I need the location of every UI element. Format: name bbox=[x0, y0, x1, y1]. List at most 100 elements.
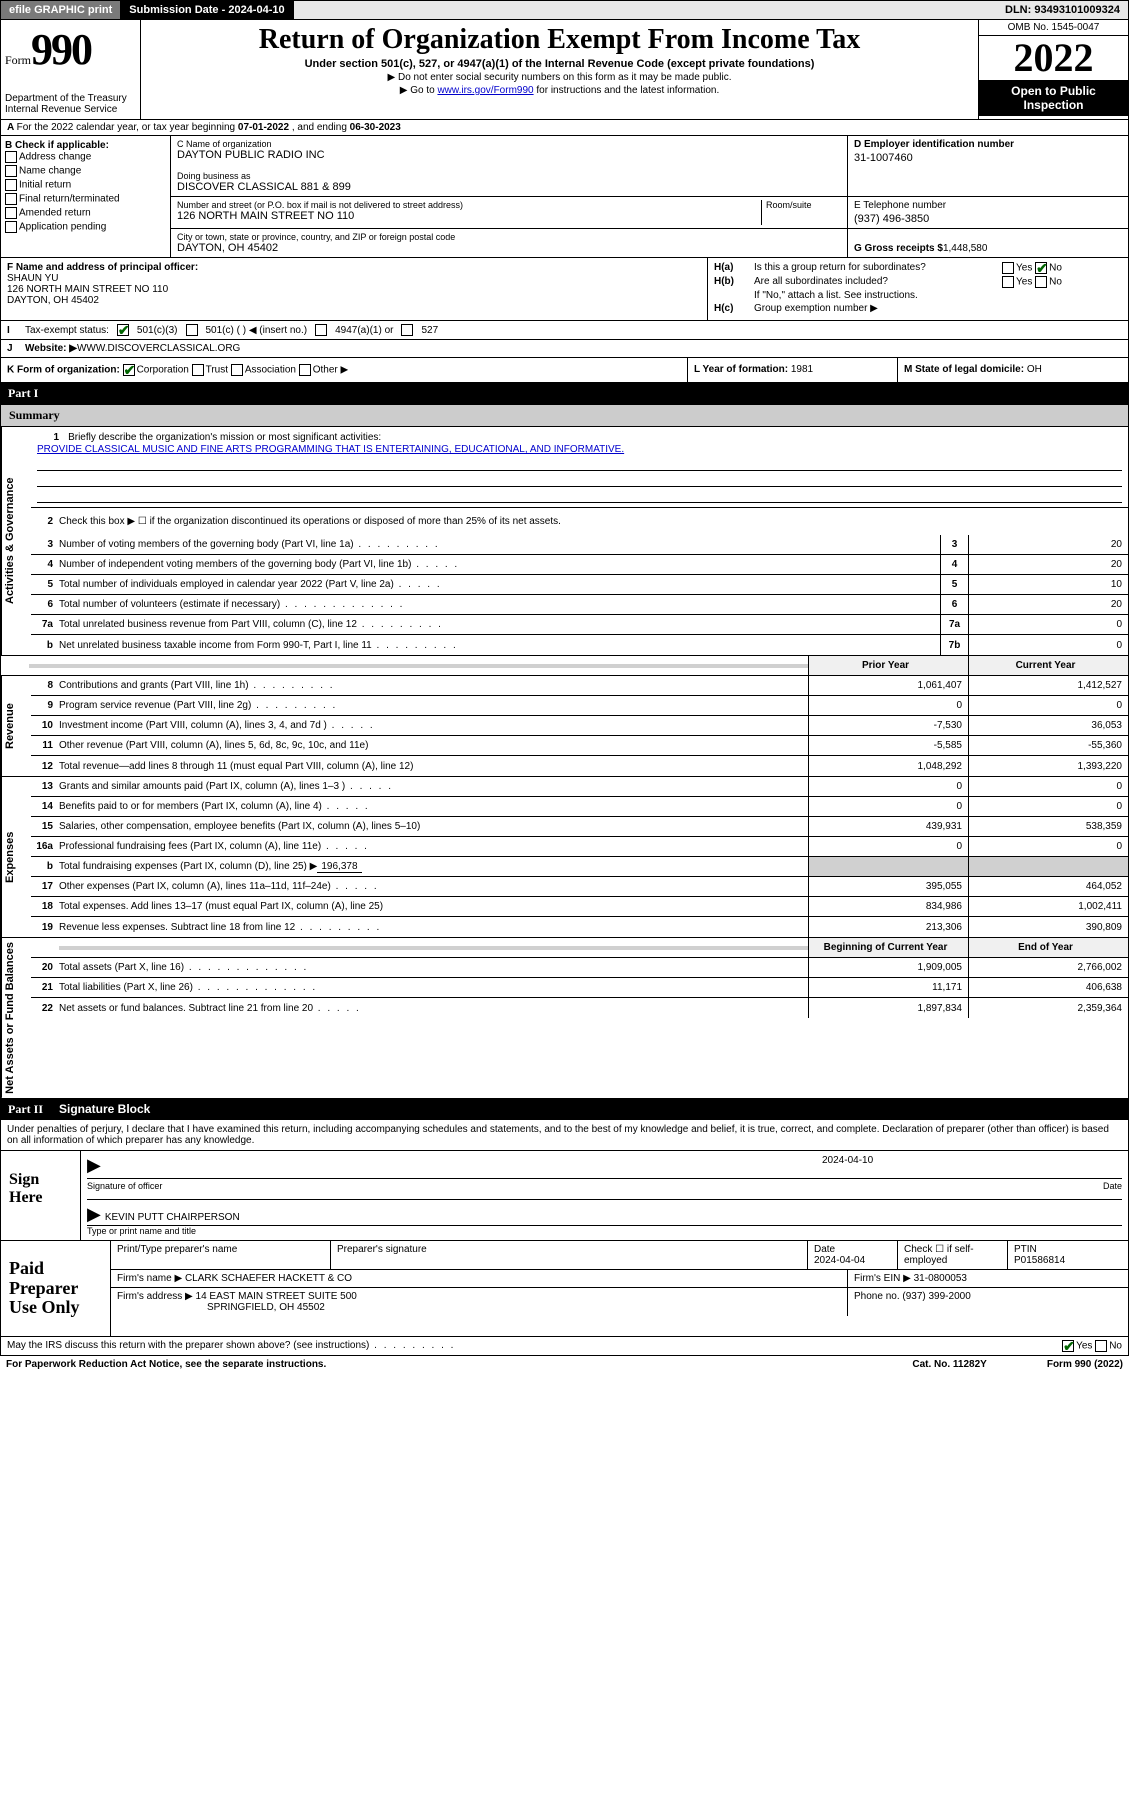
l18-num: 18 bbox=[31, 901, 59, 912]
sign-here-label: Sign Here bbox=[1, 1151, 81, 1240]
bottom-note: For Paperwork Reduction Act Notice, see … bbox=[0, 1356, 1129, 1373]
check-501c3[interactable] bbox=[117, 324, 129, 336]
addr-label: Number and street (or P.O. box if mail i… bbox=[177, 200, 761, 210]
l13-num: 13 bbox=[31, 781, 59, 792]
row-i: I Tax-exempt status: 501(c)(3) 501(c) ( … bbox=[0, 321, 1129, 340]
l16b-num: b bbox=[31, 861, 59, 872]
l6-box: 6 bbox=[940, 595, 968, 614]
section-expenses: Expenses 13Grants and similar amounts pa… bbox=[1, 777, 1128, 938]
submission-label-text: Submission Date - bbox=[129, 4, 228, 16]
check-discuss-no[interactable] bbox=[1095, 1340, 1107, 1352]
check-final[interactable]: Final return/terminated bbox=[5, 193, 166, 205]
declaration-text: Under penalties of perjury, I declare th… bbox=[0, 1120, 1129, 1151]
city-value: DAYTON, OH 45402 bbox=[177, 242, 841, 254]
prep-date-lbl: Date bbox=[814, 1244, 835, 1255]
gross-label: G Gross receipts $ bbox=[854, 243, 943, 254]
ein-value: 31-1007460 bbox=[854, 152, 1122, 164]
l5-box: 5 bbox=[940, 575, 968, 594]
l10-prior: -7,530 bbox=[808, 716, 968, 735]
inspection-badge: Open to Public Inspection bbox=[979, 80, 1128, 116]
l9-num: 9 bbox=[31, 700, 59, 711]
sign-content: ▶ 2024-04-10 Signature of officer Date ▶… bbox=[81, 1151, 1128, 1240]
l3-box: 3 bbox=[940, 535, 968, 554]
l20-end: 2,766,002 bbox=[968, 958, 1128, 977]
ptin-lbl: PTIN bbox=[1014, 1244, 1037, 1255]
opt-4947: 4947(a)(1) or bbox=[335, 325, 393, 336]
pra-notice: For Paperwork Reduction Act Notice, see … bbox=[6, 1359, 912, 1370]
l18-prior: 834,986 bbox=[808, 897, 968, 916]
l14-text: Benefits paid to or for members (Part IX… bbox=[59, 799, 808, 814]
col-l: L Year of formation: 1981 bbox=[688, 358, 898, 382]
vtab-governance: Activities & Governance bbox=[1, 427, 31, 655]
check-discuss-yes[interactable] bbox=[1062, 1340, 1074, 1352]
form-subtitle: Under section 501(c), 527, or 4947(a)(1)… bbox=[145, 58, 974, 70]
check-name[interactable]: Name change bbox=[5, 165, 166, 177]
l15-num: 15 bbox=[31, 821, 59, 832]
l7b-box: 7b bbox=[940, 635, 968, 655]
col-b: B Check if applicable: Address change Na… bbox=[1, 136, 171, 257]
check-initial[interactable]: Initial return bbox=[5, 179, 166, 191]
hc-text: Group exemption number ▶ bbox=[754, 303, 1122, 314]
l21-num: 21 bbox=[31, 982, 59, 993]
discuss-no: No bbox=[1109, 1341, 1122, 1352]
k-label: K Form of organization: bbox=[7, 365, 120, 376]
ha-no: No bbox=[1049, 263, 1062, 274]
form-header: Form990 Department of the Treasury Inter… bbox=[0, 20, 1129, 120]
phone-label: E Telephone number bbox=[854, 200, 1122, 211]
l16a-text: Professional fundraising fees (Part IX, … bbox=[59, 839, 808, 854]
check-501c[interactable] bbox=[186, 324, 198, 336]
check-other[interactable] bbox=[299, 364, 311, 376]
l7b-num: b bbox=[31, 640, 59, 651]
firm-ein-lbl: Firm's EIN ▶ bbox=[854, 1273, 914, 1284]
b-header: B Check if applicable: bbox=[5, 140, 166, 151]
l21-text: Total liabilities (Part X, line 26) bbox=[59, 980, 808, 995]
check-trust[interactable] bbox=[192, 364, 204, 376]
row-a-txt1: For the 2022 calendar year, or tax year … bbox=[17, 122, 238, 133]
prep-self-lbl: Check ☐ if self-employed bbox=[898, 1241, 1008, 1269]
l2-text: Check this box ▶ ☐ if the organization d… bbox=[59, 514, 1128, 529]
col-k: K Form of organization: Corporation Trus… bbox=[1, 358, 688, 382]
l22-end: 2,359,364 bbox=[968, 998, 1128, 1018]
l13-text: Grants and similar amounts paid (Part IX… bbox=[59, 779, 808, 794]
i-text: Tax-exempt status: bbox=[25, 325, 109, 336]
discuss-row: May the IRS discuss this return with the… bbox=[0, 1337, 1129, 1356]
header-left: Form990 Department of the Treasury Inter… bbox=[1, 20, 141, 119]
l3-text: Number of voting members of the governin… bbox=[59, 537, 940, 552]
vtab-expenses: Expenses bbox=[1, 777, 31, 937]
opt-501c3: 501(c)(3) bbox=[137, 325, 178, 336]
l3-num: 3 bbox=[31, 539, 59, 550]
check-assoc[interactable] bbox=[231, 364, 243, 376]
firm-addr2: SPRINGFIELD, OH 45502 bbox=[207, 1302, 325, 1313]
opt-corp: Corporation bbox=[137, 365, 189, 376]
l20-begin: 1,909,005 bbox=[808, 958, 968, 977]
hb-yes: Yes bbox=[1016, 277, 1032, 288]
check-4947[interactable] bbox=[315, 324, 327, 336]
check-address[interactable]: Address change bbox=[5, 151, 166, 163]
hdr-prior: Prior Year bbox=[808, 656, 968, 675]
check-pending[interactable]: Application pending bbox=[5, 221, 166, 233]
l8-curr: 1,412,527 bbox=[968, 676, 1128, 695]
check-527[interactable] bbox=[401, 324, 413, 336]
check-final-lbl: Final return/terminated bbox=[19, 194, 120, 205]
check-amended[interactable]: Amended return bbox=[5, 207, 166, 219]
city-label: City or town, state or province, country… bbox=[177, 232, 841, 242]
row-a-label: A bbox=[7, 122, 17, 133]
l16a-num: 16a bbox=[31, 841, 59, 852]
col-f: F Name and address of principal officer:… bbox=[1, 258, 708, 320]
top-bar: efile GRAPHIC print Submission Date - 20… bbox=[0, 0, 1129, 20]
sign-date: 2024-04-10 bbox=[822, 1155, 1122, 1176]
opt-trust: Trust bbox=[206, 365, 228, 376]
org-name-cell: C Name of organization DAYTON PUBLIC RAD… bbox=[171, 136, 848, 196]
efile-print-btn[interactable]: efile GRAPHIC print bbox=[1, 1, 121, 19]
l21-begin: 11,171 bbox=[808, 978, 968, 997]
hb-text: Are all subordinates included? bbox=[754, 276, 1002, 288]
section-governance: Activities & Governance 1 Briefly descri… bbox=[1, 427, 1128, 656]
l7a-box: 7a bbox=[940, 615, 968, 634]
irs-link[interactable]: www.irs.gov/Form990 bbox=[437, 85, 533, 96]
hdr-end: End of Year bbox=[968, 938, 1128, 957]
form-number: Form990 bbox=[5, 24, 136, 75]
header-right: OMB No. 1545-0047 2022 Open to Public In… bbox=[978, 20, 1128, 119]
check-corp[interactable] bbox=[123, 364, 135, 376]
officer-addr1: 126 NORTH MAIN STREET NO 110 bbox=[7, 284, 168, 295]
l7b-val: 0 bbox=[968, 635, 1128, 655]
